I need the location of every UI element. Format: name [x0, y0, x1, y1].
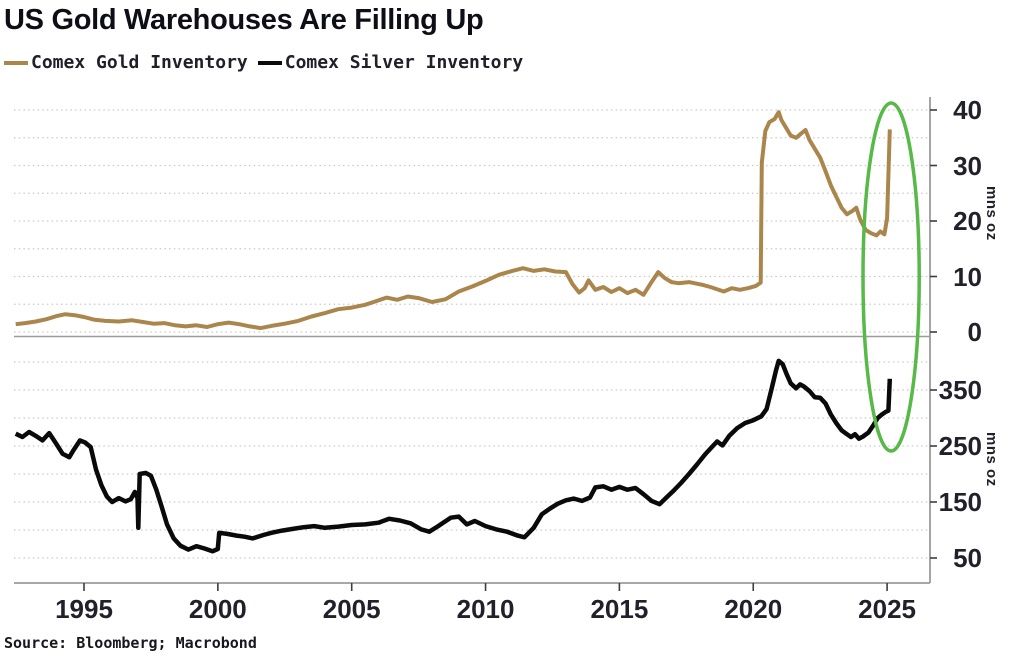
- y-tick-label-top: 20: [953, 206, 982, 236]
- legend-label: Comex Gold Inventory: [31, 52, 248, 73]
- source-note: Source: Bloomberg; Macrobond: [4, 634, 257, 652]
- y-tick-label-top: 40: [953, 95, 982, 125]
- legend-dash-icon: [4, 60, 28, 65]
- x-tick-label: 2025: [858, 594, 917, 624]
- chart-legend: Comex Gold Inventory Comex Silver Invento…: [4, 52, 523, 73]
- legend-label: Comex Silver Inventory: [284, 52, 524, 73]
- chart-title: US Gold Warehouses Are Filling Up: [4, 4, 484, 36]
- y-tick-label-bottom: 250: [938, 431, 982, 461]
- x-tick-label: 2005: [322, 594, 381, 624]
- y-tick-label-top: 10: [953, 261, 982, 292]
- y-axis-unit-bottom: mns oz: [983, 432, 1000, 487]
- y-tick-label-bottom: 50: [953, 543, 982, 573]
- y-tick-label-top: 0: [967, 317, 982, 347]
- legend-dash-icon: [257, 60, 282, 65]
- legend-item-silver: Comex Silver Inventory: [257, 52, 524, 73]
- x-tick-label: 2020: [724, 594, 783, 624]
- x-tick-label: 1995: [55, 594, 113, 624]
- x-tick-label: 2000: [188, 594, 247, 624]
- gold-inventory-line: [15, 110, 892, 331]
- y-tick-label-top: 30: [953, 150, 982, 181]
- y-tick-label-bottom: 350: [938, 375, 982, 405]
- highlight-ellipse-annotation: [861, 101, 921, 453]
- x-tick-label: 2015: [590, 594, 649, 624]
- x-tick-label: 2010: [456, 594, 515, 624]
- silver-inventory-line: [14, 358, 893, 554]
- y-tick-label-bottom: 150: [938, 487, 982, 517]
- legend-item-gold: Comex Gold Inventory: [4, 52, 248, 73]
- y-axis-unit-top: mns oz: [983, 186, 1000, 241]
